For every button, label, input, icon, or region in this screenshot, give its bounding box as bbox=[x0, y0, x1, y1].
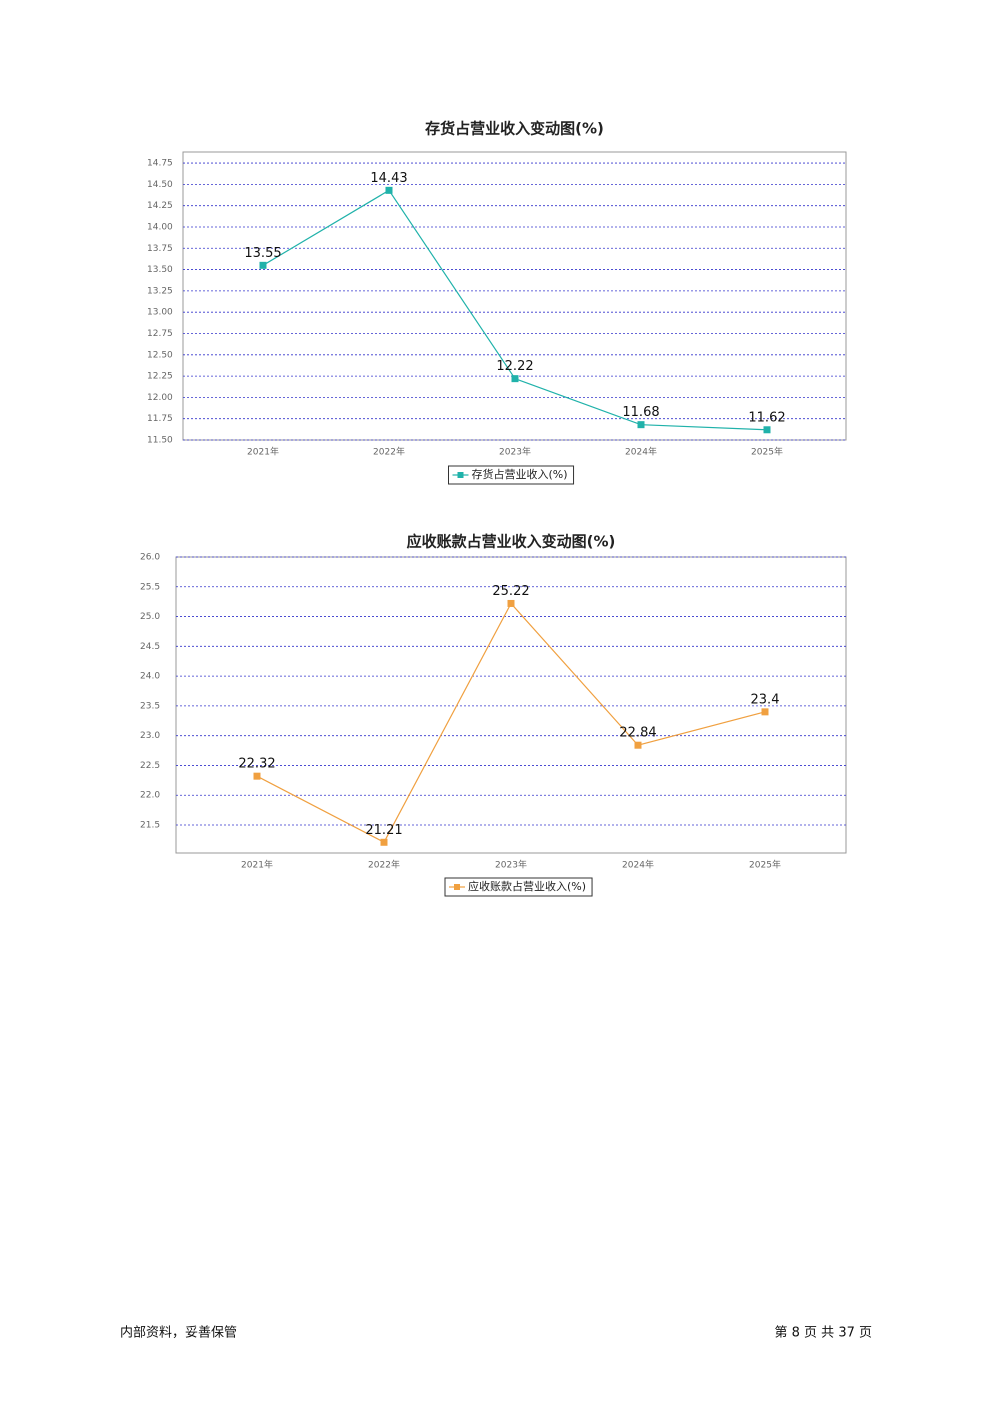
legend-box bbox=[448, 465, 575, 485]
y-tick-label: 22.0 bbox=[140, 791, 160, 801]
y-tick-label: 24.5 bbox=[140, 642, 160, 652]
y-tick-label: 13.50 bbox=[147, 265, 173, 275]
y-tick-label: 13.75 bbox=[147, 244, 173, 254]
data-label: 14.43 bbox=[370, 171, 407, 186]
x-tick-label: 2021年 bbox=[241, 859, 273, 871]
x-tick-label: 2025年 bbox=[749, 859, 781, 871]
data-point bbox=[637, 421, 645, 429]
y-tick-label: 12.75 bbox=[147, 329, 173, 339]
y-tick-label: 14.75 bbox=[147, 159, 173, 169]
y-tick-label: 25.5 bbox=[140, 582, 160, 592]
data-point bbox=[511, 375, 519, 383]
legend-marker bbox=[454, 884, 460, 890]
data-point bbox=[763, 426, 771, 434]
y-tick-label: 21.5 bbox=[140, 821, 160, 831]
chart-title: 应收账款占营业收入变动图(%) bbox=[407, 533, 616, 551]
y-tick-label: 23.0 bbox=[140, 731, 160, 741]
data-label: 12.22 bbox=[496, 359, 533, 374]
y-tick-label: 25.0 bbox=[140, 612, 160, 622]
data-point bbox=[507, 599, 515, 607]
chart-title: 存货占营业收入变动图(%) bbox=[425, 120, 604, 138]
x-tick-label: 2023年 bbox=[495, 859, 527, 871]
data-point bbox=[253, 772, 261, 780]
y-tick-label: 12.50 bbox=[147, 350, 173, 360]
legend-label: 应收账款占营业收入(%) bbox=[468, 879, 586, 893]
x-tick-label: 2022年 bbox=[373, 446, 405, 458]
x-tick-label: 2023年 bbox=[499, 446, 531, 458]
data-label: 25.22 bbox=[492, 584, 529, 599]
y-tick-label: 14.50 bbox=[147, 180, 173, 190]
x-tick-label: 2025年 bbox=[751, 446, 783, 458]
footer-left: 内部资料，妥善保管 bbox=[120, 1325, 237, 1341]
legend-box bbox=[444, 877, 593, 897]
y-tick-label: 13.25 bbox=[147, 286, 173, 296]
data-label: 21.21 bbox=[365, 823, 402, 838]
data-point bbox=[380, 838, 388, 846]
y-tick-label: 14.00 bbox=[147, 222, 173, 232]
y-tick-label: 26.0 bbox=[140, 553, 160, 563]
data-label: 11.62 bbox=[748, 410, 785, 425]
y-tick-label: 13.00 bbox=[147, 308, 173, 318]
y-tick-label: 12.00 bbox=[147, 393, 173, 403]
data-label: 11.68 bbox=[622, 405, 659, 420]
data-point bbox=[634, 741, 642, 749]
x-tick-label: 2024年 bbox=[622, 859, 654, 871]
footer-right: 第 8 页 共 37 页 bbox=[775, 1326, 872, 1341]
data-label: 23.4 bbox=[751, 692, 780, 707]
y-tick-label: 24.0 bbox=[140, 672, 160, 682]
data-point bbox=[385, 186, 393, 194]
y-tick-label: 11.50 bbox=[147, 436, 173, 446]
y-tick-label: 22.5 bbox=[140, 761, 160, 771]
data-label: 13.55 bbox=[244, 246, 281, 261]
plot-area bbox=[182, 151, 847, 441]
legend-label: 存货占营业收入(%) bbox=[472, 467, 568, 481]
data-label: 22.84 bbox=[619, 726, 656, 741]
x-tick-label: 2022年 bbox=[368, 859, 400, 871]
y-tick-label: 11.75 bbox=[147, 414, 173, 424]
y-tick-label: 23.5 bbox=[140, 701, 160, 711]
y-tick-label: 14.25 bbox=[147, 201, 173, 211]
legend-marker bbox=[457, 472, 464, 478]
data-point bbox=[761, 708, 769, 716]
data-label: 22.32 bbox=[238, 757, 275, 772]
data-point bbox=[259, 261, 267, 269]
x-tick-label: 2021年 bbox=[247, 446, 279, 458]
y-tick-label: 12.25 bbox=[147, 372, 173, 382]
x-tick-label: 2024年 bbox=[625, 446, 657, 458]
